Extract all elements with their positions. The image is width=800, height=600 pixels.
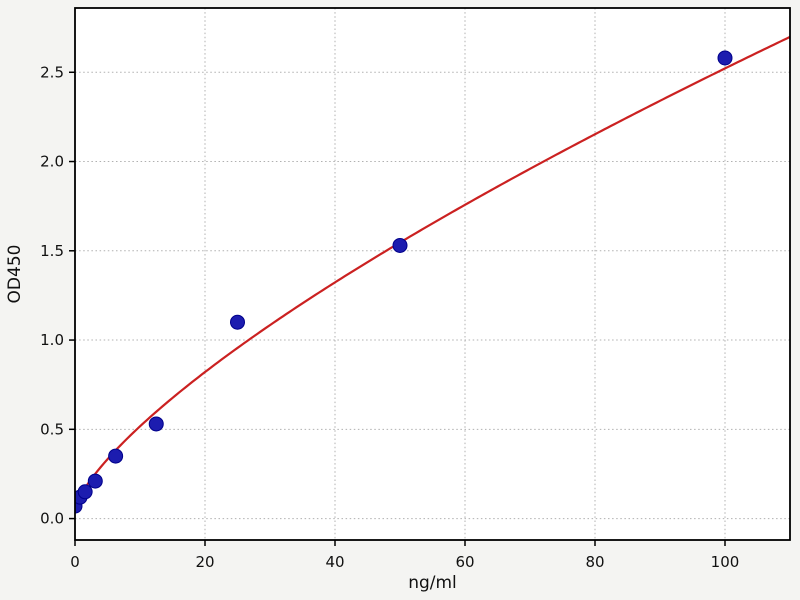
data-point <box>717 50 733 66</box>
fit-curve <box>75 35 790 511</box>
x-axis-label: ng/ml <box>408 573 457 593</box>
axes-frame <box>74 7 791 541</box>
x-tick-label: 0 <box>70 553 80 571</box>
y-tick-label: 2.5 <box>40 63 64 81</box>
data-point <box>148 416 164 432</box>
x-tick-label: 80 <box>585 553 604 571</box>
x-tick-label: 40 <box>325 553 344 571</box>
data-point <box>87 473 103 489</box>
tick-marks <box>69 71 726 546</box>
y-tick-label: 2.0 <box>40 153 64 171</box>
x-tick-label: 100 <box>711 553 740 571</box>
tick-labels: 0 20 40 60 80 100 0.0 0.5 1.0 1.5 2.0 2.5 <box>40 63 739 571</box>
data-point <box>108 448 124 464</box>
y-tick-label: 0.5 <box>40 420 64 438</box>
data-points <box>75 50 733 514</box>
data-point <box>392 237 408 253</box>
data-point <box>230 314 245 330</box>
x-tick-label: 60 <box>455 553 474 571</box>
plot-layer <box>75 35 790 514</box>
y-tick-label: 0.0 <box>40 510 64 528</box>
plot-area <box>75 8 790 540</box>
y-tick-label: 1.0 <box>40 331 64 349</box>
y-axis-label: OD450 <box>5 245 25 304</box>
y-tick-label: 1.5 <box>40 242 64 260</box>
grid-lines <box>75 8 790 540</box>
x-tick-label: 20 <box>195 553 214 571</box>
data-point <box>77 484 93 500</box>
